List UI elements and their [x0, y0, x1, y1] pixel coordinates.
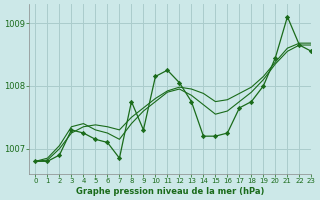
X-axis label: Graphe pression niveau de la mer (hPa): Graphe pression niveau de la mer (hPa)	[76, 187, 265, 196]
